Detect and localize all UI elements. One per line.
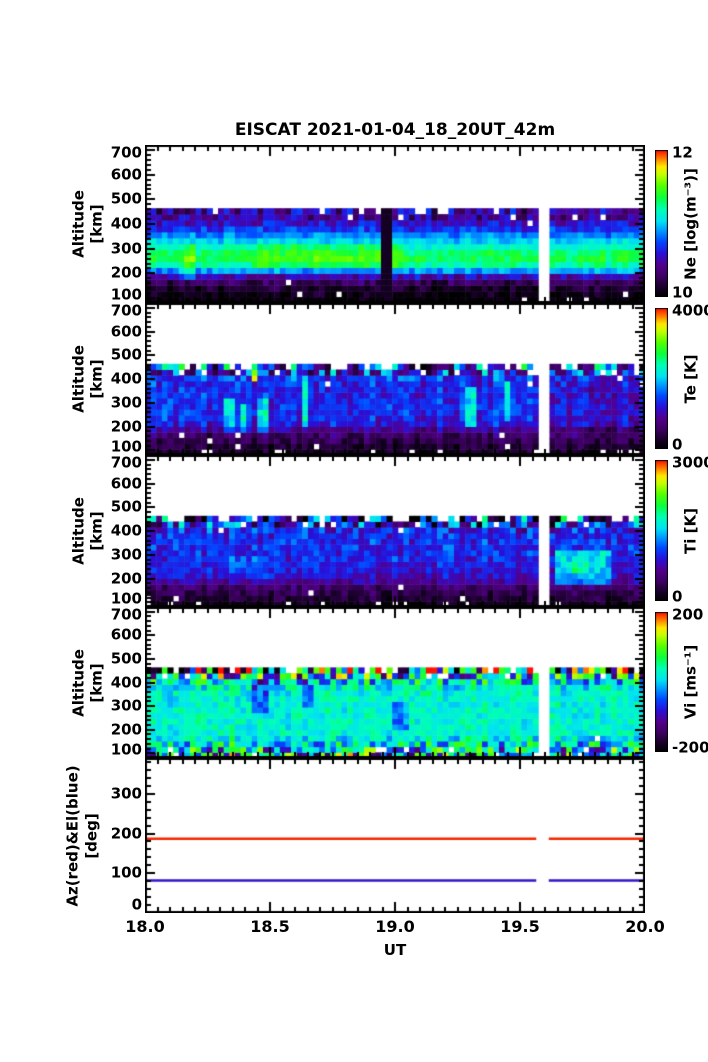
y-tick-label: 700	[110, 301, 142, 320]
y-tick-label: 400	[110, 369, 142, 388]
colorbar-tick-label: 0	[672, 435, 683, 454]
colorbar-te	[655, 308, 668, 449]
panel-ti-plot	[145, 455, 645, 607]
panel-te-plot	[145, 303, 645, 455]
colorbar-title-vi: Vi [ms⁻¹]	[681, 644, 700, 720]
y-tick-label: 400	[110, 521, 142, 540]
x-tick-label: 19.5	[500, 917, 540, 936]
y-tick-label: 700	[110, 605, 142, 624]
x-tick-label: 18.5	[250, 917, 290, 936]
y-tick-label: 300	[110, 784, 142, 803]
y-axis-title-te: Altitude	[69, 345, 88, 413]
y-axis-title-azel: Az(red)&El(blue)	[63, 764, 82, 907]
y-tick-label: 300	[110, 545, 142, 564]
colorbar-ne	[655, 150, 668, 297]
figure-title: EISCAT 2021-01-04_18_20UT_42m	[234, 120, 556, 140]
y-axis-title-vi: Altitude	[69, 648, 88, 717]
y-axis-units-ti: [km]	[87, 511, 106, 551]
y-tick-label: 200	[110, 824, 142, 842]
y-tick-label: 200	[110, 720, 142, 739]
y-tick-label: 300	[110, 239, 142, 258]
y-tick-label: 700	[110, 453, 142, 472]
y-tick-label: 200	[110, 417, 142, 435]
y-tick-label: 400	[110, 673, 142, 691]
y-tick-label: 500	[110, 345, 142, 364]
x-tick-label: 20.0	[625, 917, 665, 936]
y-tick-label: 100	[110, 285, 142, 304]
colorbar-title-ti: Ti [K]	[681, 507, 700, 554]
colorbar-tick-label: 0	[672, 587, 683, 606]
colorbar-tick-label: -200	[672, 738, 708, 757]
panel-vi-plot	[145, 607, 645, 758]
colorbar-title-ne: Ne [log(m⁻³)]	[681, 167, 700, 280]
panel-ne-plot	[145, 145, 645, 303]
x-tick-label: 18.0	[125, 917, 165, 936]
y-tick-label: 100	[110, 589, 142, 608]
y-tick-label: 100	[110, 437, 142, 456]
y-tick-label: 0	[131, 895, 142, 914]
y-tick-label: 500	[110, 649, 142, 668]
y-tick-label: 200	[110, 263, 142, 282]
y-tick-label: 300	[110, 696, 142, 715]
panel-azel-plot	[145, 758, 645, 913]
y-tick-label: 100	[110, 740, 142, 759]
y-axis-title-ti: Altitude	[69, 497, 88, 565]
y-tick-label: 400	[110, 214, 142, 233]
colorbar-vi	[655, 612, 668, 752]
x-axis-title: UT	[383, 941, 407, 959]
y-tick-label: 700	[110, 143, 142, 162]
y-tick-label: 100	[110, 863, 142, 882]
y-tick-label: 600	[110, 625, 142, 644]
y-axis-units-azel: [deg]	[82, 812, 101, 859]
y-axis-units-vi: [km]	[87, 662, 106, 703]
y-tick-label: 600	[110, 165, 142, 184]
y-tick-label: 500	[110, 497, 142, 516]
x-tick-label: 19.0	[375, 917, 415, 936]
y-axis-units-ne: [km]	[87, 204, 106, 244]
y-axis-units-te: [km]	[87, 359, 106, 399]
y-tick-label: 300	[110, 393, 142, 412]
colorbar-tick-label: 12	[672, 143, 693, 162]
colorbar-tick-label: 200	[672, 605, 704, 624]
y-tick-label: 600	[110, 474, 142, 492]
colorbar-tick-label: 10	[672, 283, 693, 302]
colorbar-title-te: Te [K]	[681, 354, 700, 403]
y-tick-label: 600	[110, 322, 142, 340]
y-tick-label: 500	[110, 189, 142, 208]
y-tick-label: 200	[110, 569, 142, 587]
colorbar-ti	[655, 460, 668, 601]
y-axis-title-ne: Altitude	[69, 190, 88, 258]
